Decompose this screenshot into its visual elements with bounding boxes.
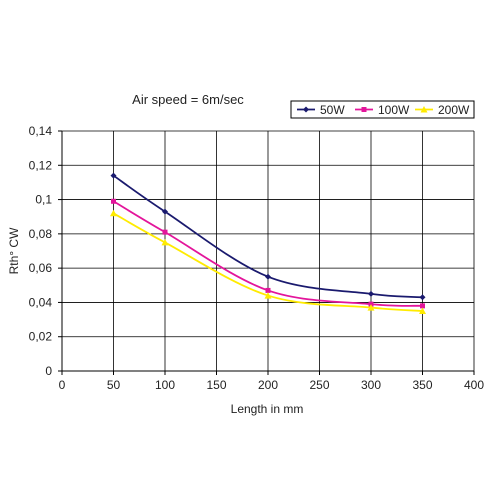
x-tick-label: 200 <box>258 378 278 392</box>
legend-marker-50w <box>303 106 309 113</box>
data-point-200w <box>161 238 169 246</box>
series-50w <box>110 172 426 301</box>
data-point-50w <box>265 273 271 280</box>
data-point-200w <box>110 209 117 217</box>
y-axis-label: Rth° CW <box>7 227 21 274</box>
x-tick-label: 150 <box>206 378 226 392</box>
x-tick-label: 250 <box>309 378 329 392</box>
series-200w <box>110 209 426 314</box>
legend: 50W 100W 200W <box>290 100 475 119</box>
legend-marker-200w <box>420 106 428 113</box>
y-tick-label: 0,06 <box>29 261 53 275</box>
data-point-200w <box>367 304 375 311</box>
y-tick-label: 0,08 <box>29 227 53 241</box>
y-tick-label: 0 <box>45 364 52 378</box>
y-tick-label: 0,02 <box>29 330 53 344</box>
y-tick-label: 0,04 <box>29 295 53 309</box>
data-point-50w <box>368 290 374 297</box>
data-point-100w <box>111 198 116 204</box>
x-tick-label: 350 <box>412 378 432 392</box>
legend-label-200w: 200W <box>438 103 470 117</box>
data-point-100w <box>265 287 271 293</box>
data-point-50w <box>162 208 168 215</box>
legend-marker-100w <box>361 107 367 112</box>
data-point-200w <box>419 307 426 314</box>
x-tick-label: 50 <box>107 378 121 392</box>
x-tick-label: 0 <box>59 378 66 392</box>
tick-labels: 0 50 100 150 200 250 300 350 400 0 0,02 0,04 0,06 0,0… <box>29 124 485 392</box>
data-point-100w <box>162 229 168 235</box>
data-point-100w <box>420 303 425 309</box>
y-tick-label: 0,1 <box>35 193 52 207</box>
x-tick-label: 400 <box>464 378 484 392</box>
legend-label-100w: 100W <box>378 103 410 117</box>
x-axis-label: Length in mm <box>231 402 304 416</box>
grid-lines <box>62 130 475 371</box>
series-group <box>110 172 426 314</box>
legend-label-50w: 50W <box>320 103 345 117</box>
data-point-200w <box>264 292 272 299</box>
y-tick-label: 0,14 <box>29 124 53 138</box>
x-tick-label: 300 <box>361 378 381 392</box>
y-tick-label: 0,12 <box>29 158 53 172</box>
data-point-50w <box>419 294 426 301</box>
x-tick-label: 100 <box>155 378 175 392</box>
data-point-50w <box>110 172 117 179</box>
legend-box <box>290 100 475 119</box>
